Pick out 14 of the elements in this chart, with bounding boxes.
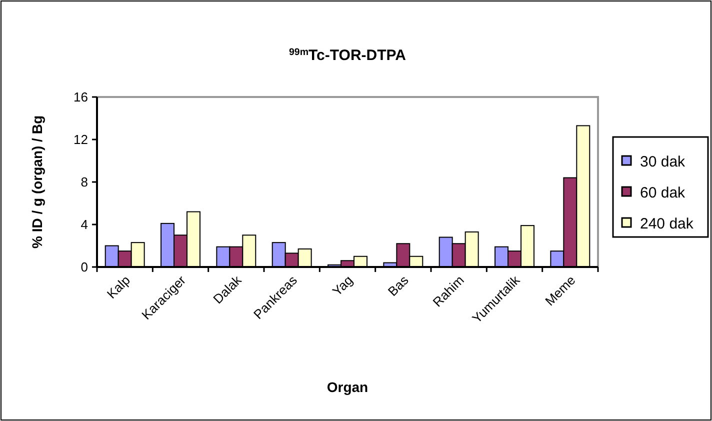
x-tick-label: Yag <box>329 272 356 299</box>
legend-label: 30 dak <box>640 153 686 170</box>
x-tick-label: Bas <box>384 272 412 299</box>
legend-label: 60 dak <box>640 184 686 202</box>
y-axis-title: % ID / g (organ) / Bg <box>29 116 45 248</box>
y-tick-label: 12 <box>74 132 88 148</box>
legend-label: 240 dak <box>640 215 694 232</box>
x-axis-title: Organ <box>326 379 368 395</box>
y-tick-label: 8 <box>80 174 88 190</box>
y-tick-label: 4 <box>80 217 88 232</box>
x-tick-label: Kalp <box>104 272 133 302</box>
chart-title: $^{99m}$Tc-TOR-DTPA <box>288 46 406 64</box>
y-tick-label: 0 <box>80 260 88 275</box>
y-tick-label: 16 <box>74 90 88 105</box>
